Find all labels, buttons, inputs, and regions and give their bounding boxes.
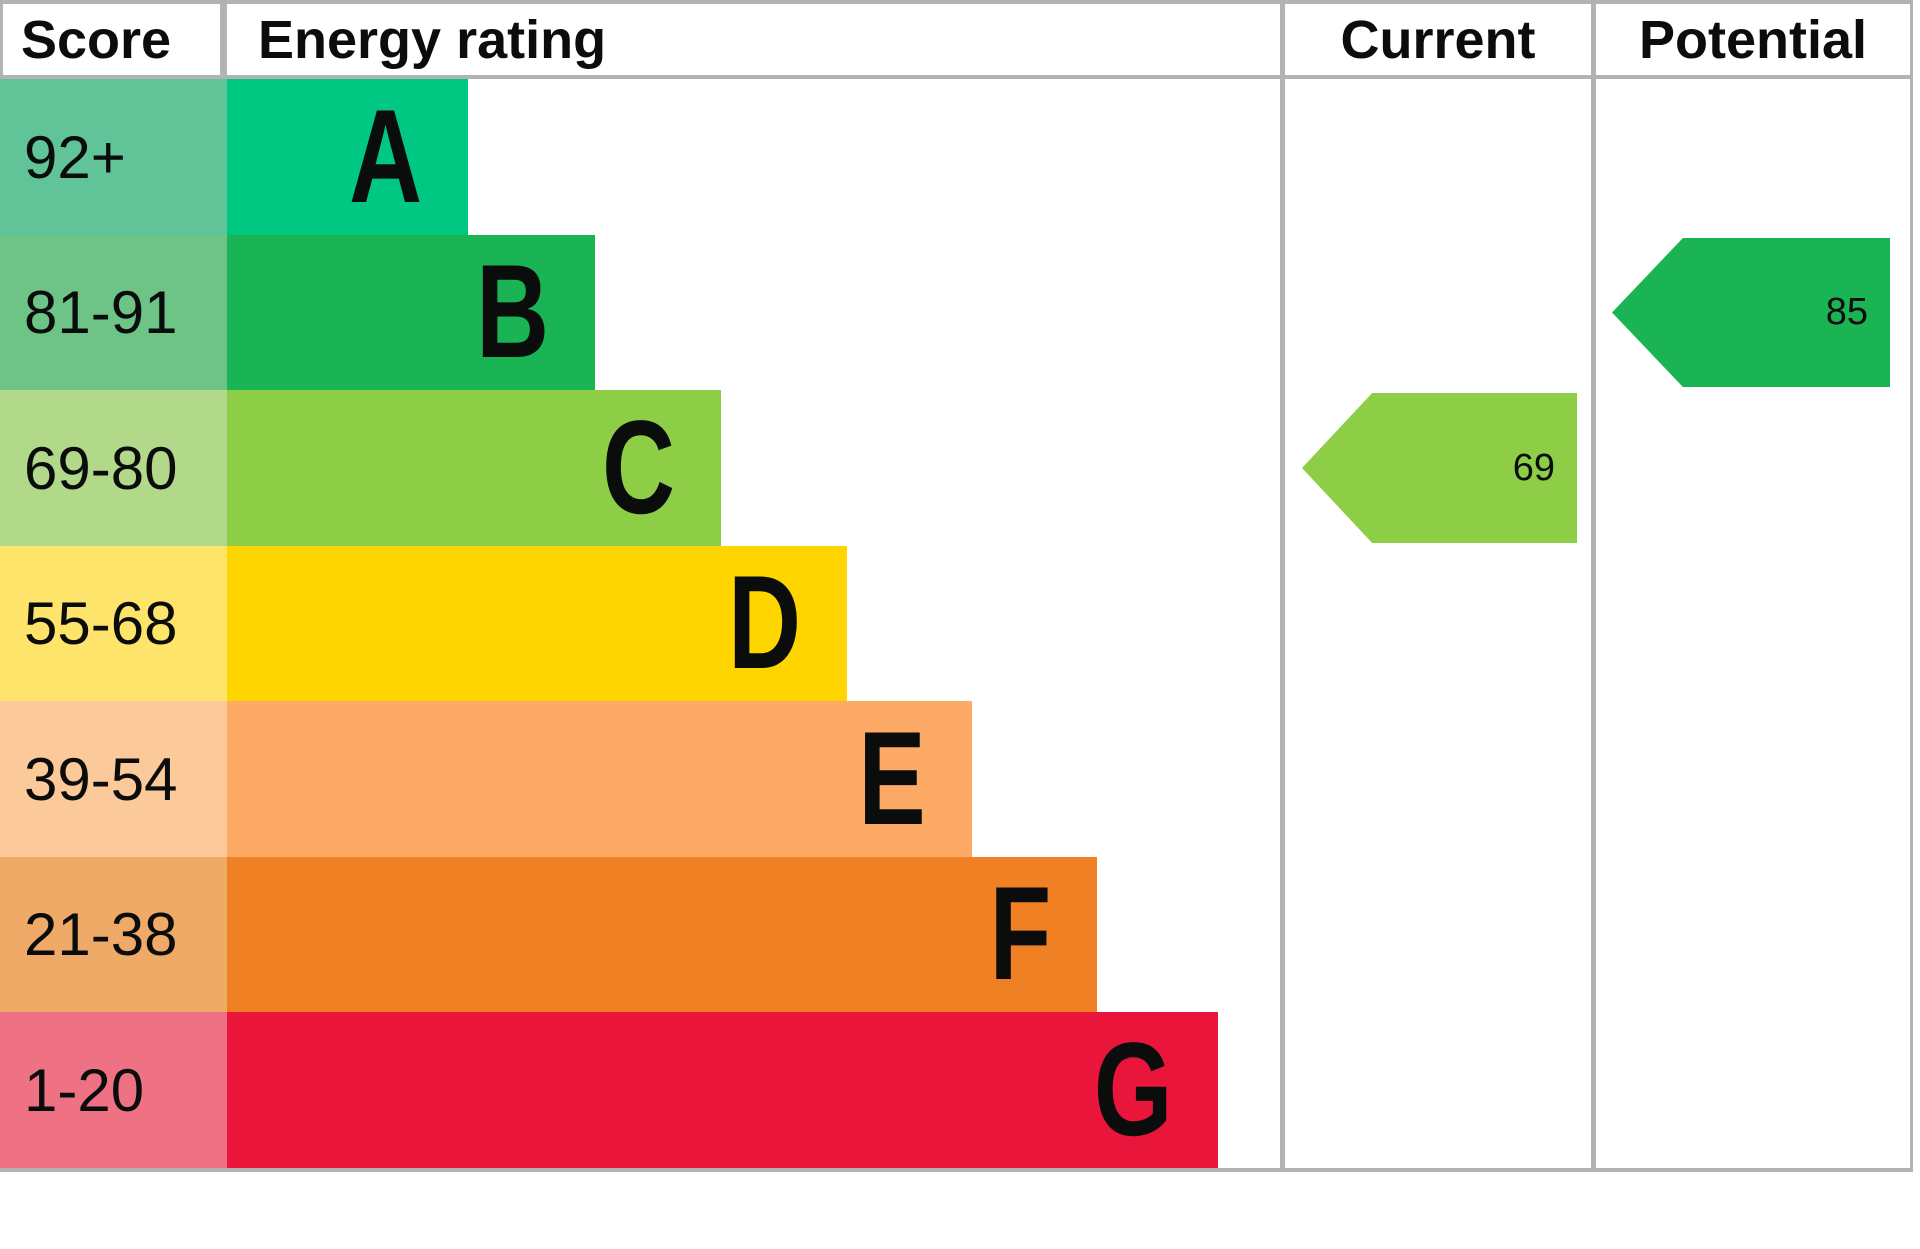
band-score-cell: 81-91 (0, 235, 227, 390)
band-row-d: 55-68 D (0, 546, 1913, 701)
table-right-border (1910, 0, 1913, 1172)
band-score-cell: 55-68 (0, 546, 227, 701)
band-letter: B (475, 238, 549, 386)
band-score-cell: 39-54 (0, 701, 227, 857)
band-score-label: 81-91 (24, 279, 178, 346)
table-top-border (0, 0, 1913, 4)
table-bottom-border (0, 1168, 1913, 1172)
band-bar: B (227, 235, 595, 390)
band-bar: A (227, 79, 468, 235)
current-column-header: Current (1285, 4, 1591, 75)
band-score-label: 1-20 (24, 1056, 145, 1124)
score-column-divider (220, 0, 227, 75)
energy-rating-header-label: Energy rating (258, 9, 607, 70)
current-rating-value: 69 (1512, 446, 1555, 489)
band-score-cell: 21-38 (0, 857, 227, 1012)
potential-column-header: Potential (1596, 4, 1910, 75)
score-column-header: Score (3, 4, 220, 75)
band-score-cell: 92+ (0, 79, 227, 235)
band-row-a: 92+ A (0, 79, 1913, 235)
band-score-cell: 69-80 (0, 390, 227, 546)
band-bar: G (227, 1012, 1218, 1168)
band-score-label: 55-68 (24, 590, 178, 657)
header-bottom-border (0, 75, 1913, 79)
potential-header-label: Potential (1638, 9, 1868, 70)
band-letter: F (989, 860, 1051, 1008)
band-row-e: 39-54 E (0, 701, 1913, 857)
band-letter: A (348, 82, 422, 231)
band-score-label: 39-54 (24, 745, 178, 813)
energy-rating-column-header: Energy rating (227, 4, 1280, 75)
band-row-g: 1-20 G (0, 1012, 1913, 1168)
band-letter: C (601, 393, 675, 542)
band-bar: F (227, 857, 1097, 1012)
band-score-label: 69-80 (24, 434, 178, 502)
band-letter: E (858, 704, 926, 853)
potential-column-divider (1591, 0, 1596, 1172)
band-letter: D (727, 549, 801, 697)
band-row-f: 21-38 F (0, 857, 1913, 1012)
band-score-label: 21-38 (24, 901, 178, 968)
band-row-b: 81-91 B (0, 235, 1913, 390)
band-score-cell: 1-20 (0, 1012, 227, 1168)
band-score-label: 92+ (24, 123, 126, 191)
potential-rating-value: 85 (1825, 291, 1868, 333)
score-header-label: Score (21, 9, 172, 70)
band-bar: E (227, 701, 972, 857)
band-bar: D (227, 546, 847, 701)
band-row-c: 69-80 C (0, 390, 1913, 546)
band-bar: C (227, 390, 721, 546)
current-column-divider (1280, 0, 1285, 1172)
band-letter: G (1093, 1015, 1172, 1164)
current-header-label: Current (1340, 9, 1536, 70)
header-left-border (0, 0, 3, 79)
